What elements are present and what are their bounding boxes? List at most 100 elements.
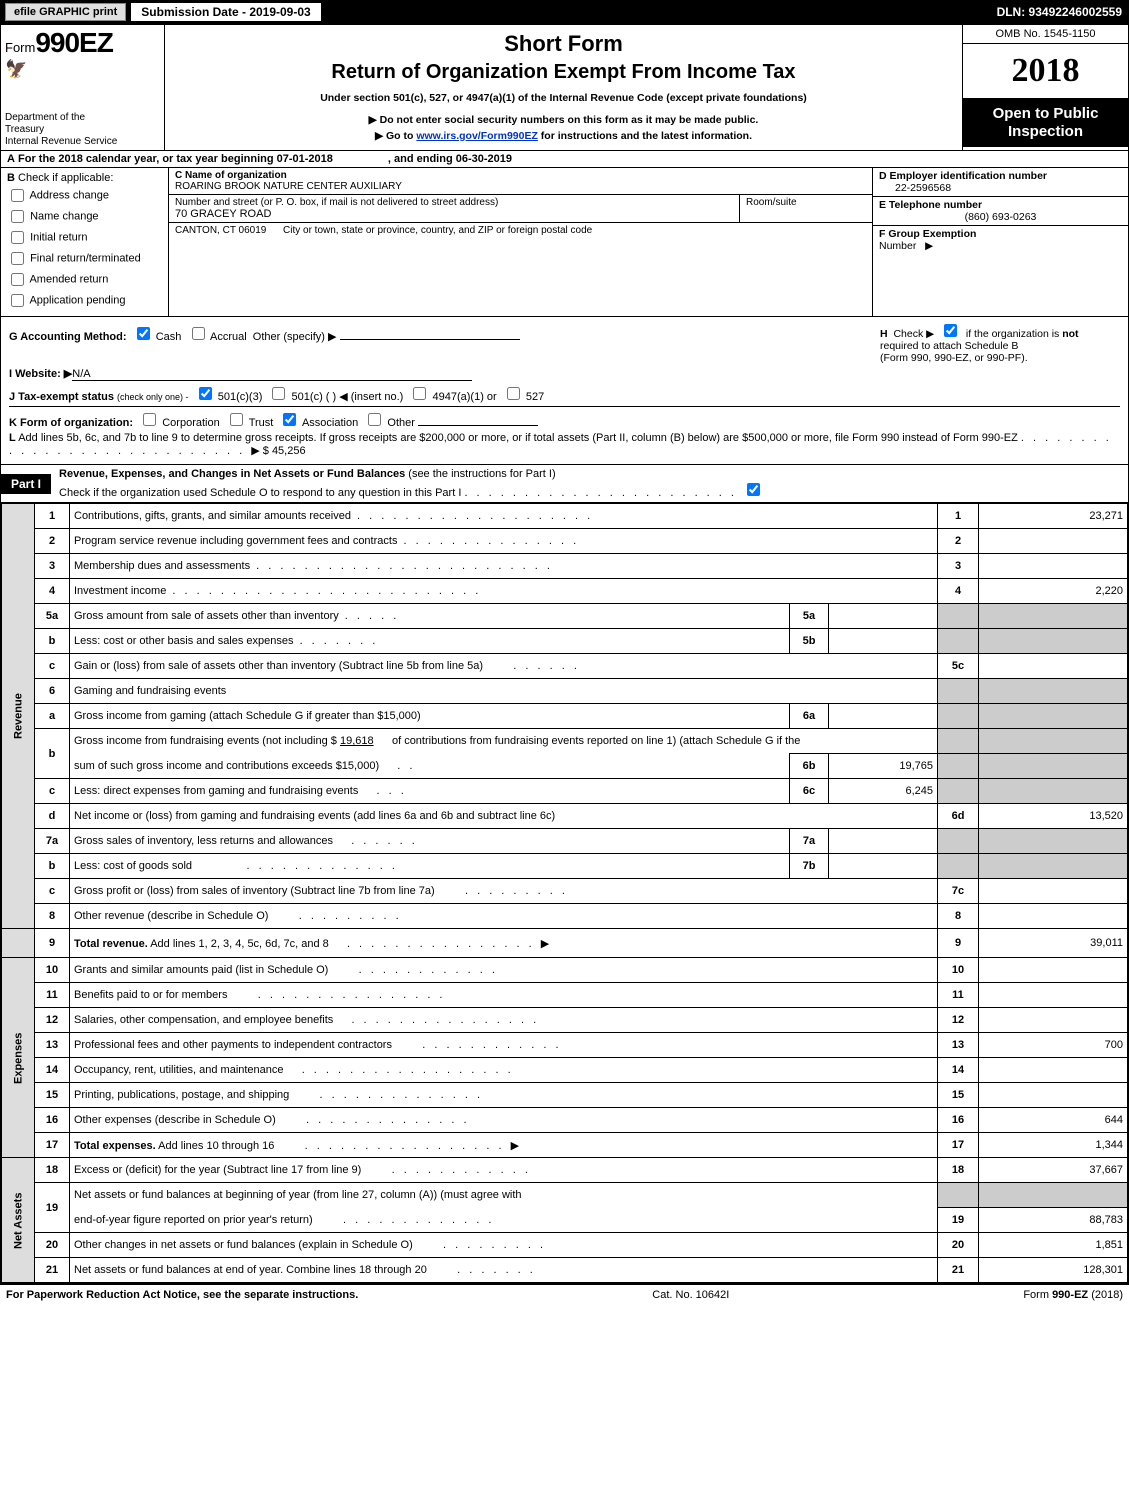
return-title: Return of Organization Exempt From Incom… <box>331 61 795 84</box>
irs-link[interactable]: www.irs.gov/Form990EZ <box>416 130 538 142</box>
box-f-arrow: ▶ <box>925 240 933 252</box>
chk-501c[interactable] <box>272 387 285 400</box>
chk-cash[interactable] <box>137 327 150 340</box>
chk-name-change[interactable]: Name change <box>7 207 162 226</box>
line-9-box: 9 <box>938 929 979 958</box>
short-form-title: Short Form <box>504 31 623 57</box>
chk-final-return[interactable]: Final return/terminated <box>7 249 162 268</box>
line-19-box: 19 <box>938 1208 979 1233</box>
revenue-sidebar: Revenue <box>2 504 35 929</box>
line-5b-ibox: 5b <box>790 629 829 654</box>
line-5b-num: b <box>35 629 70 654</box>
line-k: K Form of organization: Corporation Trus… <box>9 410 1120 429</box>
chk-4947[interactable] <box>413 387 426 400</box>
addr-label: Number and street (or P. O. box, if mail… <box>175 197 733 208</box>
line-17-num: 17 <box>35 1133 70 1158</box>
chk-527[interactable] <box>507 387 520 400</box>
line-14-desc: Occupancy, rent, utilities, and maintena… <box>74 1064 284 1076</box>
city-label: City or town, state or province, country… <box>283 225 592 236</box>
box-c-label: C Name of organization <box>175 170 866 181</box>
eagle-icon: 🦅 <box>5 59 160 80</box>
chk-assoc[interactable] <box>283 413 296 426</box>
omb-number: OMB No. 1545-1150 <box>963 25 1128 44</box>
line-8-desc: Other revenue (describe in Schedule O) <box>74 910 268 922</box>
line-3-num: 3 <box>35 554 70 579</box>
line-14-amt <box>979 1058 1128 1083</box>
line-1-num: 1 <box>35 504 70 529</box>
line-7c-box: 7c <box>938 879 979 904</box>
form-number: 990EZ <box>35 27 113 58</box>
line-7c-desc: Gross profit or (loss) from sales of inv… <box>74 885 435 897</box>
chk-application-pending[interactable]: Application pending <box>7 291 162 310</box>
row-b: B Check if applicable: Address change Na… <box>1 167 1128 316</box>
line-13-desc: Professional fees and other payments to … <box>74 1039 392 1051</box>
line-21-num: 21 <box>35 1258 70 1283</box>
efile-print-button[interactable]: efile GRAPHIC print <box>5 3 126 21</box>
part-1-header: Part I Revenue, Expenses, and Changes in… <box>1 464 1128 503</box>
line-6a-ibox: 6a <box>790 704 829 729</box>
under-section-text: Under section 501(c), 527, or 4947(a)(1)… <box>320 92 807 104</box>
line-11-desc: Benefits paid to or for members <box>74 989 227 1001</box>
line-18-desc: Excess or (deficit) for the year (Subtra… <box>74 1164 361 1176</box>
dept-line-1: Department of the <box>5 112 160 124</box>
chk-address-change[interactable]: Address change <box>7 186 162 205</box>
line-12-box: 12 <box>938 1008 979 1033</box>
line-16-box: 16 <box>938 1108 979 1133</box>
expenses-sidebar: Expenses <box>2 958 35 1158</box>
dept-line-3: Internal Revenue Service <box>5 136 160 148</box>
chk-trust[interactable] <box>230 413 243 426</box>
chk-initial-return[interactable]: Initial return <box>7 228 162 247</box>
line-5a-num: 5a <box>35 604 70 629</box>
line-14-num: 14 <box>35 1058 70 1083</box>
line-15-box: 15 <box>938 1083 979 1108</box>
line-7b-iamt <box>829 854 938 879</box>
line-15-num: 15 <box>35 1083 70 1108</box>
chk-accrual[interactable] <box>192 327 205 340</box>
line-6b-iamt: 19,765 <box>829 754 938 779</box>
footer-right: Form 990-EZ (2018) <box>1023 1289 1123 1301</box>
line-1-amt: 23,271 <box>979 504 1128 529</box>
line-9-amt: 39,011 <box>979 929 1128 958</box>
line-5c-num: c <box>35 654 70 679</box>
line-5c-box: 5c <box>938 654 979 679</box>
line-7c-num: c <box>35 879 70 904</box>
line-5a-iamt <box>829 604 938 629</box>
line-13-box: 13 <box>938 1033 979 1058</box>
line-l: L Add lines 5b, 6c, and 7b to line 9 to … <box>9 432 1120 457</box>
line-6d-box: 6d <box>938 804 979 829</box>
chk-501c3[interactable] <box>199 387 212 400</box>
top-bar: efile GRAPHIC print Submission Date - 20… <box>0 0 1129 24</box>
chk-amended-return[interactable]: Amended return <box>7 270 162 289</box>
form-number-block: Form990EZ 🦅 <box>5 27 160 80</box>
line-h: H Check ▶ if the organization is not req… <box>880 321 1120 364</box>
line-4-num: 4 <box>35 579 70 604</box>
line-12-num: 12 <box>35 1008 70 1033</box>
line-6b-fill: 19,618 <box>340 735 374 747</box>
line-6b-ibox: 6b <box>790 754 829 779</box>
line-7a-desc: Gross sales of inventory, less returns a… <box>74 835 333 847</box>
box-d-label: D Employer identification number <box>879 170 1122 182</box>
line-16-desc: Other expenses (describe in Schedule O) <box>74 1114 276 1126</box>
line-18-num: 18 <box>35 1158 70 1183</box>
chk-corp[interactable] <box>143 413 156 426</box>
line-18-box: 18 <box>938 1158 979 1183</box>
line-17-box: 17 <box>938 1133 979 1158</box>
line-5b-iamt <box>829 629 938 654</box>
line-6d-amt: 13,520 <box>979 804 1128 829</box>
line-4-box: 4 <box>938 579 979 604</box>
part-1-check-text: Check if the organization used Schedule … <box>59 487 461 499</box>
line-16-num: 16 <box>35 1108 70 1133</box>
box-b: B Check if applicable: Address change Na… <box>1 168 169 316</box>
line-5a-ibox: 5a <box>790 604 829 629</box>
line-20-num: 20 <box>35 1233 70 1258</box>
city-value: CANTON, CT 06019 <box>175 225 266 236</box>
do-not-enter-text: ▶ Do not enter social security numbers o… <box>369 114 759 126</box>
line-7a-iamt <box>829 829 938 854</box>
chk-h[interactable] <box>944 324 957 337</box>
line-1-desc: Contributions, gifts, grants, and simila… <box>74 510 351 522</box>
part-1-table: Revenue 1 Contributions, gifts, grants, … <box>1 503 1128 1283</box>
chk-schedule-o[interactable] <box>747 483 760 496</box>
line-20-desc: Other changes in net assets or fund bala… <box>74 1239 413 1251</box>
chk-other[interactable] <box>368 413 381 426</box>
line-6d-desc: Net income or (loss) from gaming and fun… <box>70 804 938 829</box>
